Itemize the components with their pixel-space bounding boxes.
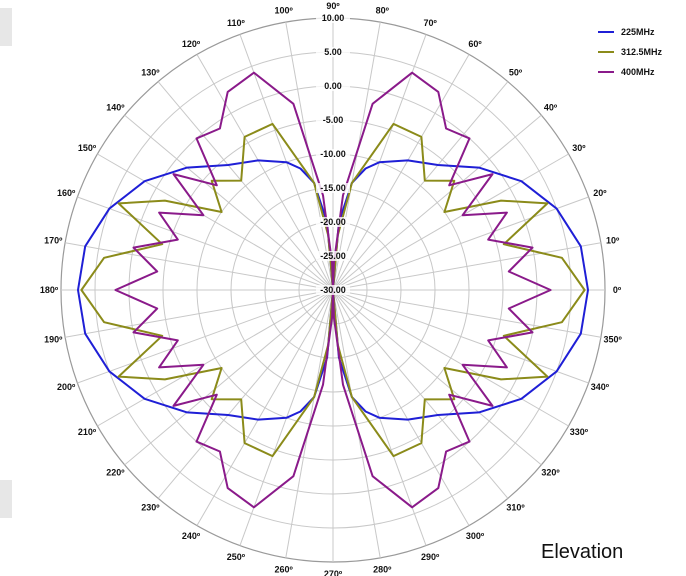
angle-tick-label: 160º xyxy=(57,188,76,198)
legend-label: 312.5MHz xyxy=(621,47,663,57)
series-layer xyxy=(77,71,589,509)
angle-tick-label: 50º xyxy=(509,67,523,77)
legend-label: 225MHz xyxy=(621,27,655,37)
grid-spoke xyxy=(65,289,334,338)
angle-tick-label: 80º xyxy=(376,5,390,15)
radial-tick-label: -15.00 xyxy=(320,183,346,193)
grid-spoke xyxy=(332,242,601,291)
angle-tick-label: 180º xyxy=(40,285,59,295)
legend: 225MHz 312.5MHz 400MHz xyxy=(598,27,663,77)
grid-spoke xyxy=(77,196,334,291)
radial-tick-label: 10.00 xyxy=(322,13,345,23)
radial-tick-label: -10.00 xyxy=(320,149,346,159)
radial-tick-bg xyxy=(316,81,350,91)
angle-tick-label: 260º xyxy=(275,565,294,575)
angle-tick-label: 120º xyxy=(182,39,201,49)
radial-tick-label: -25.00 xyxy=(320,251,346,261)
angle-tick-label: 290º xyxy=(421,552,440,562)
grid-spoke xyxy=(332,114,542,291)
radial-tick-labels: -30.00 -25.00 -20.00 -15.00 -10.00 -5.00 0.00 5… xyxy=(316,13,350,295)
radial-tick-label: -5.00 xyxy=(323,115,344,125)
angle-tick-label: 220º xyxy=(106,468,125,478)
angle-tick-label: 210º xyxy=(78,427,97,437)
grid-spoke xyxy=(77,289,334,384)
grid-spoke xyxy=(196,289,334,526)
series-line xyxy=(77,159,589,421)
left-edge-tab-top xyxy=(0,8,12,46)
angle-tick-label: 330º xyxy=(570,427,589,437)
grid-spoke xyxy=(124,114,334,291)
grid-spoke xyxy=(332,289,542,466)
angle-tick-label: 110º xyxy=(227,18,246,28)
angle-tick-labels: 0º 10º 20º 30º 40º 50º 60º 70º 80º 90º 100º 110º 120… xyxy=(40,1,623,576)
radial-tick-bg xyxy=(316,115,350,125)
angle-tick-label: 250º xyxy=(227,552,246,562)
angle-tick-label: 90º xyxy=(326,1,340,11)
angle-tick-label: 150º xyxy=(78,143,97,153)
grid-spoke xyxy=(332,81,509,291)
grid-spoke xyxy=(157,81,334,291)
angle-tick-label: 190º xyxy=(44,334,63,344)
angle-tick-label: 70º xyxy=(423,18,437,28)
angle-tick-label: 230º xyxy=(141,503,160,513)
angle-tick-label: 340º xyxy=(591,382,610,392)
grid-spoke xyxy=(65,242,334,291)
angle-tick-label: 10º xyxy=(606,236,620,246)
angle-tick-label: 350º xyxy=(604,334,623,344)
angle-tick-label: 240º xyxy=(182,531,201,541)
series-line xyxy=(80,122,586,458)
radial-tick-bg xyxy=(316,13,350,23)
grid-spoke xyxy=(332,196,589,291)
grid-spoke xyxy=(332,289,589,384)
angle-tick-label: 170º xyxy=(44,236,63,246)
radial-tick-bg xyxy=(316,149,350,159)
grid-spoke xyxy=(332,289,509,499)
angle-tick-label: 300º xyxy=(466,531,485,541)
grid-spoke xyxy=(97,289,334,427)
radial-tick-label: 0.00 xyxy=(324,81,342,91)
angle-tick-label: 310º xyxy=(506,503,525,513)
grid-spoke xyxy=(157,289,334,499)
chart-caption: Elevation xyxy=(541,541,624,563)
angular-grid-spokes xyxy=(61,18,605,562)
radial-tick-bg xyxy=(316,47,350,57)
grid-spoke xyxy=(332,153,569,291)
angle-tick-label: 30º xyxy=(572,143,586,153)
radial-tick-label: -30.00 xyxy=(320,285,346,295)
angle-tick-label: 20º xyxy=(593,188,607,198)
grid-spoke xyxy=(124,289,334,466)
angle-tick-label: 320º xyxy=(541,468,560,478)
angle-tick-label: 60º xyxy=(468,39,482,49)
radial-tick-bg xyxy=(316,251,350,261)
radial-tick-bg xyxy=(316,217,350,227)
series-line xyxy=(114,71,552,509)
radial-tick-label: 5.00 xyxy=(324,47,342,57)
angle-tick-label: 270º xyxy=(324,569,343,576)
grid-spoke xyxy=(332,289,470,526)
radial-tick-bg xyxy=(316,183,350,193)
grid-spoke xyxy=(332,54,470,291)
angle-tick-label: 280º xyxy=(373,565,392,575)
angle-tick-label: 140º xyxy=(106,102,125,112)
radial-tick-label: -20.00 xyxy=(320,217,346,227)
grid-spoke xyxy=(332,289,569,427)
angle-tick-label: 40º xyxy=(544,102,558,112)
angle-tick-label: 0º xyxy=(613,285,622,295)
angle-tick-label: 100º xyxy=(275,5,294,15)
grid-spoke xyxy=(97,153,334,291)
angle-tick-label: 130º xyxy=(141,67,160,77)
angle-tick-label: 200º xyxy=(57,382,76,392)
left-edge-tab-bottom xyxy=(0,480,12,518)
radial-tick-bg xyxy=(316,285,350,295)
grid-spoke xyxy=(196,54,334,291)
grid-spoke xyxy=(332,289,601,338)
legend-label: 400MHz xyxy=(621,67,655,77)
